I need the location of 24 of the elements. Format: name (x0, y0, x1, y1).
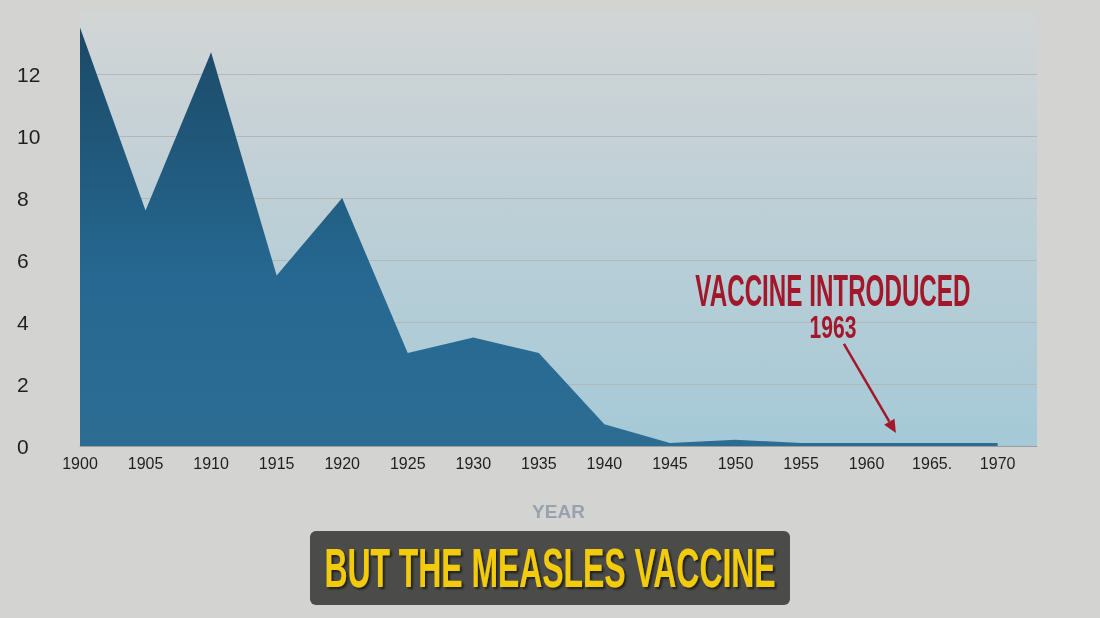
x-tick-label: 1940 (586, 454, 623, 472)
x-tick-label: 1920 (324, 454, 361, 472)
y-tick-label: 10 (17, 124, 41, 148)
y-tick-label: 8 (17, 186, 29, 210)
x-tick-label: 1965. (912, 454, 953, 472)
y-tick-label: 0 (17, 434, 29, 458)
x-tick-label: 1925 (389, 454, 426, 472)
x-tick-label: 1910 (193, 454, 229, 472)
y-tick-label: 6 (17, 248, 29, 272)
x-tick-label: 1900 (62, 454, 98, 472)
x-tick-label: 1930 (455, 454, 492, 472)
x-tick-label: 1945 (652, 454, 688, 472)
x-tick-label: 1905 (127, 454, 164, 472)
x-tick-label: 1950 (717, 454, 754, 472)
x-tick-label: 1955 (783, 454, 819, 472)
y-tick-label: 12 (17, 62, 41, 86)
x-tick-label: 1960 (848, 454, 885, 472)
y-tick-label: 4 (17, 310, 29, 334)
x-tick-label: 1970 (979, 454, 1016, 472)
x-tick-label: 1935 (521, 454, 557, 472)
x-axis-title: YEAR (532, 501, 586, 522)
y-tick-label: 2 (17, 372, 29, 396)
text: BUT THE MEASLES VACCINE (324, 536, 776, 600)
x-tick-label: 1915 (258, 454, 295, 472)
